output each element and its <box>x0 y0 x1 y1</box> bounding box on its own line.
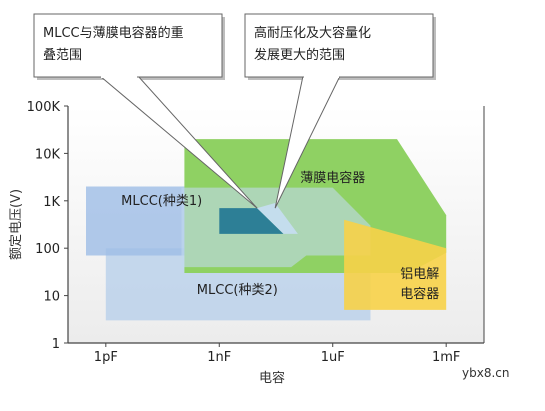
region-high-voltage <box>257 203 298 234</box>
x-tick-label: 1pF <box>94 350 118 365</box>
callout-box-high <box>244 13 434 78</box>
x-axis-label: 电容 <box>259 370 285 386</box>
y-tick-label: 100K <box>27 100 61 115</box>
region-label-mlcc2: MLCC(种类2) <box>197 283 278 298</box>
region-overlap-mlcc-film <box>219 208 284 234</box>
region-label-film: 薄膜电容器 <box>300 170 365 186</box>
region-label-alu: 铝电解电容器 <box>400 267 439 302</box>
axes-layer: 1 10 100 1K 10K 100K 1pF 1nF 1uF 1mF <box>27 100 485 365</box>
region-label-mlcc1: MLCC(种类1) <box>121 194 202 209</box>
y-tick-label: 10K <box>35 147 61 162</box>
callout-box-overlap <box>33 13 223 78</box>
y-tick-label: 1 <box>52 337 60 352</box>
y-axis-label: 额定电压(V) <box>9 189 24 260</box>
watermark: ybx8.cn <box>462 366 510 380</box>
y-tick-label: 10 <box>43 290 60 305</box>
y-tick-label: 100 <box>35 242 60 257</box>
x-tick-label: 1uF <box>321 350 345 365</box>
x-tick-label: 1nF <box>207 350 231 365</box>
callouts-layer: MLCC与薄膜电容器的重叠范围 高耐压化及大容量化发展更大的范围 <box>33 13 436 209</box>
callout-text-high: 高耐压化及大容量化发展更大的范围 <box>254 25 371 63</box>
region-alu <box>344 219 447 310</box>
y-tick-label: 1K <box>43 195 60 210</box>
x-tick-label: 1mF <box>432 350 460 365</box>
callout-text-overlap: MLCC与薄膜电容器的重叠范围 <box>43 25 184 63</box>
